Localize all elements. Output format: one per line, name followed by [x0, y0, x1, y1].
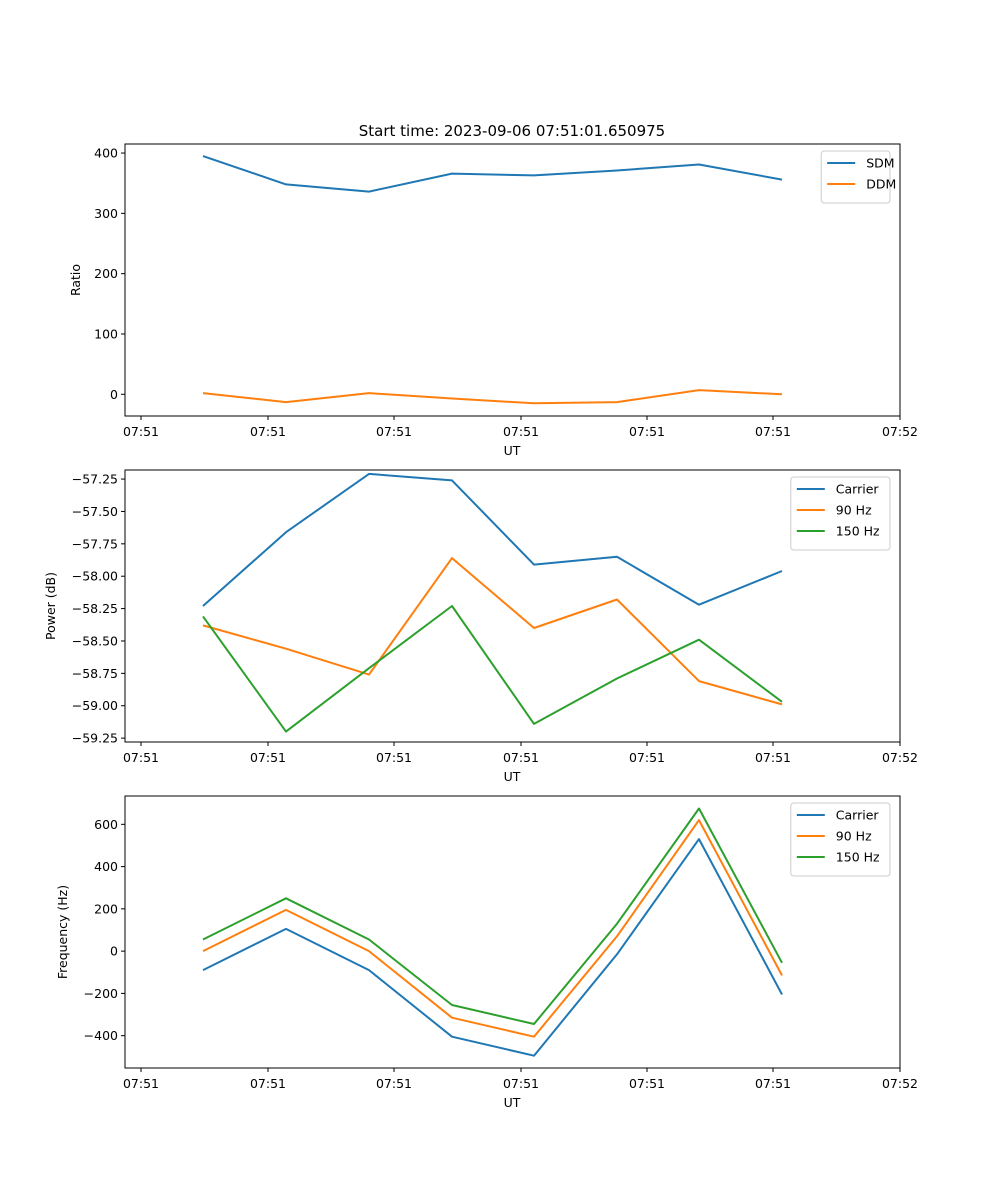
y-tick-label: 400	[94, 859, 118, 874]
y-tick-label: −58.75	[72, 666, 118, 681]
y-tick-label: 0	[110, 944, 118, 959]
legend: Carrier 90 Hz 150 Hz	[790, 476, 891, 551]
y-tick-label: 400	[94, 146, 118, 161]
x-tick-label: 07:51	[755, 424, 791, 439]
y-tick-label: −57.75	[72, 536, 118, 551]
series-line-150-hz	[202, 807, 783, 1025]
y-tick-label: −200	[84, 986, 118, 1001]
series-line-carrier	[202, 472, 783, 607]
x-tick-label: 07:51	[755, 750, 791, 765]
y-axis-label: Frequency (Hz)	[55, 885, 70, 979]
y-tick-label: −57.50	[72, 504, 118, 519]
x-tick-label: 07:51	[629, 1076, 665, 1091]
y-tick-label: 100	[94, 326, 118, 341]
subplot-3: −400 −200 0 200 400 600 07:51 07:51 07:51 07:51 07…	[55, 795, 918, 1110]
x-tick-label: 07:51	[376, 750, 412, 765]
y-tick-label: 600	[94, 817, 118, 832]
legend-label: DDM	[866, 177, 896, 192]
x-tick-label: 07:51	[503, 750, 539, 765]
series-line-sdm	[202, 155, 783, 193]
x-tick-label: 07:52	[882, 424, 918, 439]
x-axis-label: UT	[504, 769, 521, 784]
series-line-carrier	[202, 838, 783, 1057]
x-axis-label: UT	[504, 1095, 521, 1110]
x-tick-label: 07:51	[629, 424, 665, 439]
x-tick-label: 07:52	[882, 750, 918, 765]
x-tick-label: 07:51	[376, 424, 412, 439]
legend: SDM DDM	[820, 150, 896, 204]
legend-label: SDM	[866, 156, 894, 171]
x-tick-label: 07:51	[755, 1076, 791, 1091]
y-tick-label: −58.00	[72, 569, 118, 584]
figure-title: Start time: 2023-09-06 07:51:01.650975	[359, 122, 665, 140]
x-tick-label: 07:51	[629, 750, 665, 765]
x-tick-label: 07:51	[123, 1076, 159, 1091]
series-line-90-hz	[202, 557, 783, 706]
legend-label: 150 Hz	[836, 524, 880, 539]
series-line-ddm	[202, 389, 783, 405]
y-tick-label: −400	[84, 1028, 118, 1043]
x-tick-label: 07:51	[123, 424, 159, 439]
y-tick-label: −58.50	[72, 633, 118, 648]
y-axis-label: Ratio	[68, 264, 83, 296]
legend-label: 90 Hz	[836, 503, 872, 518]
x-tick-label: 07:51	[123, 750, 159, 765]
axes-frame	[124, 795, 901, 1069]
y-tick-label: −59.00	[72, 698, 118, 713]
x-tick-label: 07:52	[882, 1076, 918, 1091]
x-tick-label: 07:51	[503, 424, 539, 439]
axes-frame	[124, 143, 901, 417]
y-tick-label: 300	[94, 206, 118, 221]
x-tick-label: 07:51	[250, 750, 286, 765]
x-tick-label: 07:51	[250, 424, 286, 439]
y-tick-label: −59.25	[72, 731, 118, 746]
axes-frame	[124, 469, 901, 743]
x-tick-label: 07:51	[250, 1076, 286, 1091]
x-axis-label: UT	[504, 443, 521, 458]
legend-label: Carrier	[836, 808, 880, 823]
subplot-1: 0 100 200 300 400 07:51 07:51 07:51 07:51 07:51 07…	[68, 143, 918, 458]
y-tick-label: −58.25	[72, 601, 118, 616]
legend-label: 150 Hz	[836, 850, 880, 865]
legend-label: Carrier	[836, 482, 880, 497]
subplot-2: −57.25 −57.50 −57.75 −58.00 −58.25 −58.50 −58.…	[43, 469, 918, 784]
legend: Carrier 90 Hz 150 Hz	[790, 802, 891, 877]
y-tick-label: 200	[94, 266, 118, 281]
series-line-150-hz	[202, 605, 783, 733]
legend-label: 90 Hz	[836, 829, 872, 844]
series-line-90-hz	[202, 819, 783, 1038]
x-tick-label: 07:51	[503, 1076, 539, 1091]
y-tick-label: −57.25	[72, 472, 118, 487]
y-axis-label: Power (dB)	[43, 572, 58, 640]
y-tick-label: 200	[94, 901, 118, 916]
x-tick-label: 07:51	[376, 1076, 412, 1091]
y-tick-label: 0	[110, 387, 118, 402]
